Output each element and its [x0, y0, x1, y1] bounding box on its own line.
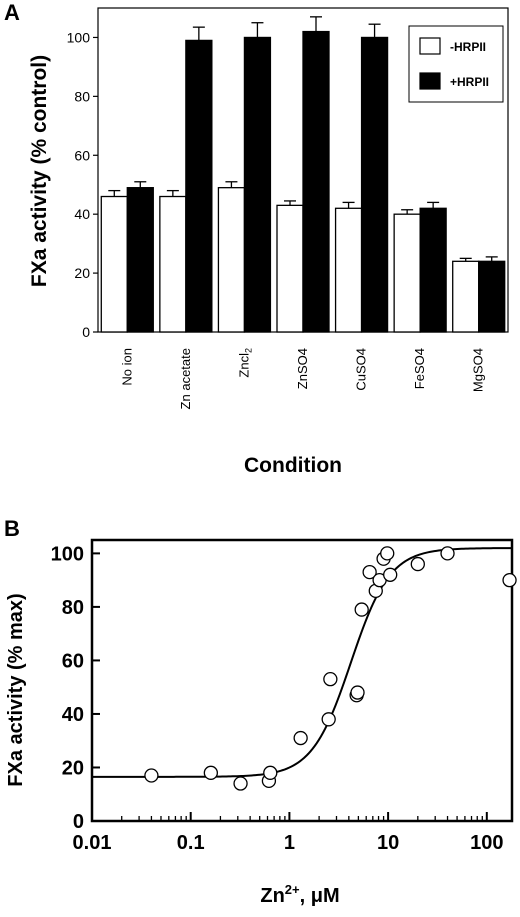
scatter-chart-panel-b: FXa activity (% max) Zn2+, μM 0 20 40 60 80 1… [5, 538, 517, 907]
data-point [293, 730, 308, 746]
x-axis-label-unit: , μM [300, 885, 340, 907]
data-point [383, 567, 398, 582]
data-point [203, 765, 218, 780]
data-point [233, 776, 248, 791]
panel-label-a: A [4, 0, 20, 25]
y-tick-label: 80 [62, 597, 84, 619]
category-label: Zn acetate [178, 348, 193, 409]
data-point [354, 602, 369, 617]
plot-frame [90, 538, 514, 823]
data-point [440, 546, 455, 561]
bar-minus-hrpii [393, 213, 421, 333]
y-tick-label: 40 [74, 206, 90, 222]
legend-label-minus-hrpii: -HRPII [450, 40, 486, 54]
x-tick-label: 0.01 [73, 832, 112, 854]
y-axis-label: FXa activity (% control) [28, 55, 51, 287]
bar-minus-hrpii [217, 187, 246, 333]
bar-minus-hrpii [159, 195, 187, 333]
x-axis-label-sup: 2+ [285, 882, 300, 897]
x-axis-label-base: Zn [260, 885, 284, 907]
bar-minus-hrpii [276, 204, 304, 333]
category-label: No ion [119, 348, 134, 386]
legend-swatch-plus-hrpii [419, 72, 441, 90]
data-point [144, 768, 159, 783]
y-tick-label: 40 [62, 704, 84, 726]
legend: -HRPII +HRPII [408, 25, 504, 103]
bars [100, 16, 506, 333]
data-point [263, 765, 278, 780]
bar-plus-hrpii [243, 36, 272, 333]
category-label: CuSO4 [354, 348, 369, 391]
y-tick-label: 100 [51, 543, 84, 565]
y-tick-label: 60 [62, 650, 84, 672]
data-point [321, 712, 336, 727]
category-label: MgSO4 [471, 348, 486, 392]
category-label: ZnSO4 [295, 348, 310, 389]
y-tick-label: 0 [73, 811, 84, 833]
x-tick-label: 0.1 [177, 832, 205, 854]
y-tick-label: 80 [74, 88, 90, 104]
x-tick-label: 10 [377, 832, 399, 854]
x-axis-label: Zn2+, μM [260, 882, 339, 907]
data-point [380, 546, 395, 561]
bar-chart-panel-a: FXa activity (% control) Condition 0 20 40… [28, 7, 509, 477]
category-label: Zncl2 [236, 348, 253, 378]
x-tick-label: 1 [284, 832, 295, 854]
x-axis-label: Condition [244, 454, 342, 477]
data-point [502, 572, 517, 588]
y-tick-label: 20 [74, 265, 90, 281]
bar-minus-hrpii [100, 195, 128, 333]
bar-plus-hrpii [360, 36, 389, 333]
bar-plus-hrpii [185, 39, 213, 333]
y-axis-label: FXa activity (% max) [5, 593, 27, 786]
bar-minus-hrpii [334, 207, 363, 333]
category-label: FeSO4 [412, 348, 427, 389]
y-tick-label: 100 [67, 29, 91, 45]
x-tick-label: 100 [470, 832, 503, 854]
panel-label-b: B [4, 516, 20, 541]
bar-minus-hrpii [452, 260, 480, 333]
y-tick-label: 0 [82, 324, 90, 340]
data-points [144, 546, 517, 791]
axis-ticks: 0 20 40 60 80 100 0.01 0.1 1 10 100 [51, 543, 504, 854]
data-point [323, 672, 338, 687]
bar-plus-hrpii [478, 260, 506, 333]
bar-plus-hrpii [126, 187, 154, 333]
bar-plus-hrpii [419, 207, 447, 333]
data-point [362, 564, 377, 580]
legend-swatch-minus-hrpii [419, 37, 441, 55]
category-labels: No ion Zn acetate Zncl2 ZnSO4 CuSO4 FeSO4 MgSO… [119, 348, 485, 409]
y-tick-label: 60 [74, 147, 90, 163]
legend-label-plus-hrpii: +HRPII [450, 75, 489, 89]
data-point [410, 556, 425, 572]
data-point [350, 685, 365, 700]
y-tick-label: 20 [62, 757, 84, 779]
y-ticks: 0 20 40 60 80 100 [67, 29, 98, 340]
bar-plus-hrpii [302, 30, 330, 333]
